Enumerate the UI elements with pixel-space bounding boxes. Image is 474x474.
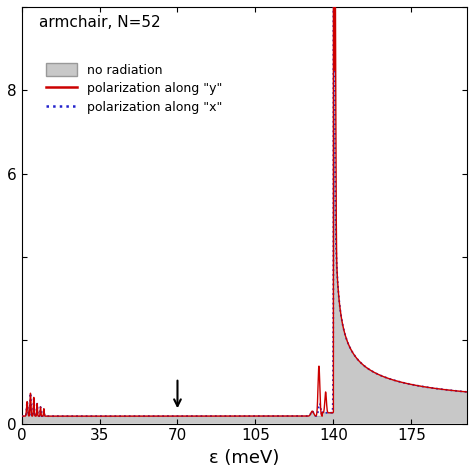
- X-axis label: ε (meV): ε (meV): [209, 449, 280, 467]
- Text: armchair, N=52: armchair, N=52: [39, 15, 161, 30]
- Legend: no radiation, polarization along "y", polarization along "x": no radiation, polarization along "y", po…: [46, 63, 222, 114]
